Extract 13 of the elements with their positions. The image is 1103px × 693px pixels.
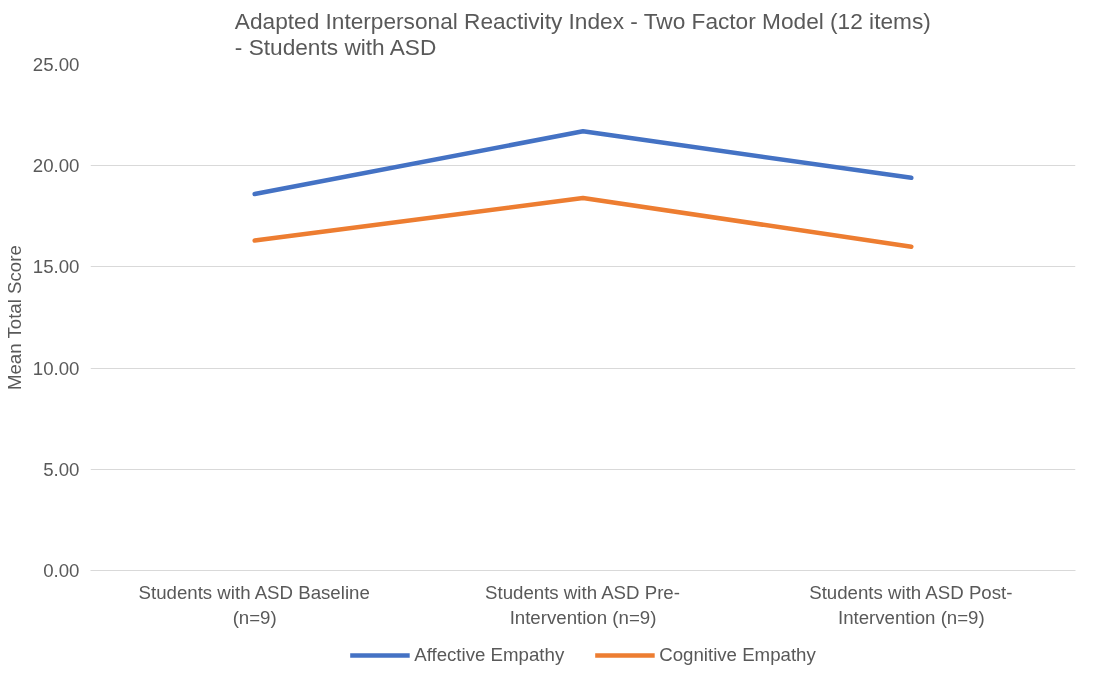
y-tick-label: 25.00	[32, 54, 80, 75]
y-tick-label: 10.00	[32, 357, 80, 379]
x-tick-label: Students with ASD Pre-Intervention (n=9)	[485, 581, 680, 628]
chart-title: Adapted Interpersonal Reactivity Index - Two Factor Model (12 items) - Students with ASD	[234, 7, 931, 60]
y-tick-label: 20.00	[32, 155, 80, 177]
y-axis-title: Mean Total Score	[3, 245, 25, 391]
legend-label: Affective Empathy	[414, 644, 565, 666]
y-tick-label: 15.00	[32, 256, 80, 278]
x-tick-label: Students with ASD Baseline (n=9)	[138, 581, 370, 628]
y-tick-label: 0.00	[43, 560, 80, 581]
y-tick-label: 5.00	[43, 458, 80, 480]
x-tick-label: Students with ASD Post-Intervention (n=9)	[809, 581, 1013, 628]
legend-label: Cognitive Empathy	[659, 644, 816, 666]
